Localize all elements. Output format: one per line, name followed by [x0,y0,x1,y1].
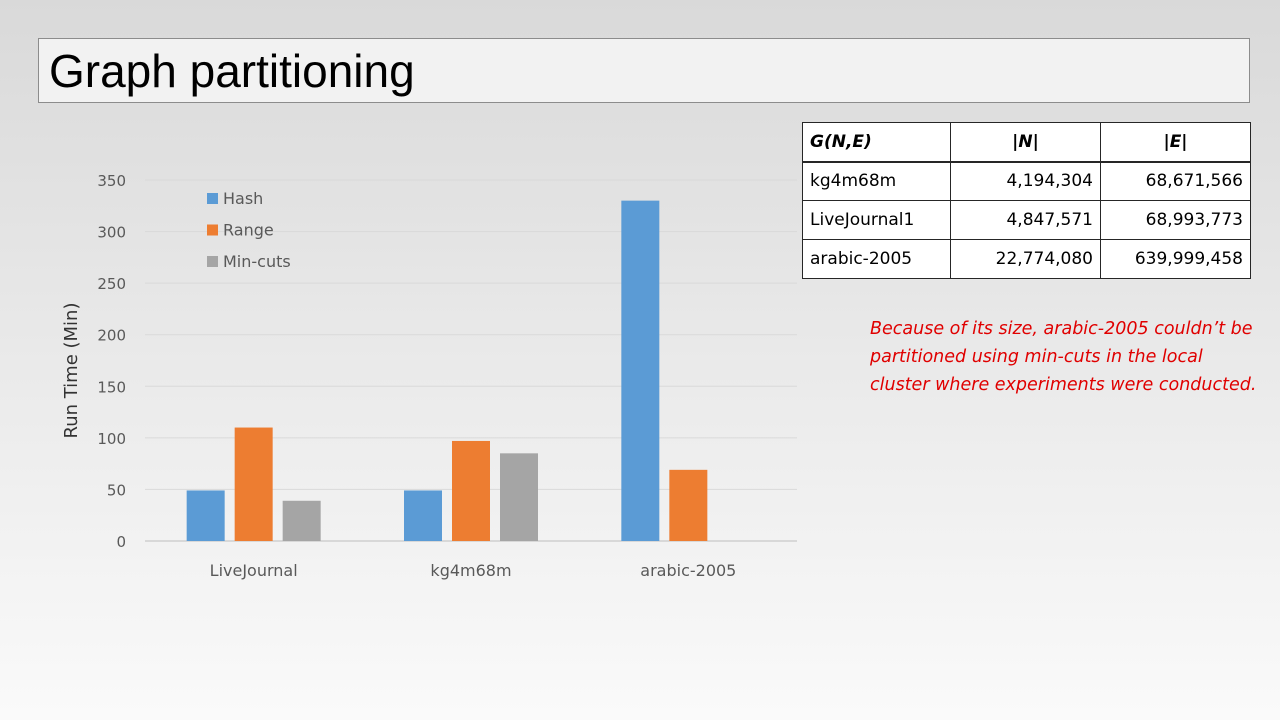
legend-label: Range [223,221,274,240]
y-tick-label: 100 [97,430,126,448]
table-header-graph: G(N,E) [802,122,951,162]
table-cell-nodes: 22,774,080 [950,239,1101,279]
table-cell-nodes: 4,194,304 [950,161,1101,201]
bar-range [669,469,708,541]
y-tick-label: 150 [97,378,126,396]
y-tick-label: 0 [116,533,126,551]
table-cell-nodes: 4,847,571 [950,200,1101,240]
table-header-nodes: |N| [950,122,1101,162]
x-tick-label: LiveJournal [210,561,298,580]
bar-chart: 0 50 100 150 200 250 300 350 Run Time (Min) LiveJ… [61,172,797,580]
bar-range [452,440,490,541]
x-tick-label: arabic-2005 [640,561,736,580]
table-cell-name: arabic-2005 [802,239,951,279]
table-cell-name: LiveJournal1 [802,200,951,240]
bar-hash [404,490,442,541]
title-box: Graph partitioning [38,38,1250,103]
table-cell-edges: 639,999,458 [1100,239,1251,279]
legend-swatch [207,224,218,236]
legend-swatch [207,193,218,204]
y-tick-label: 250 [97,275,126,293]
table-row: kg4m68m 4,194,304 68,671,566 [802,161,1251,201]
size-note: Because of its size, arabic-2005 couldn’… [870,319,1257,395]
bar-hash [186,490,225,541]
y-tick-label: 50 [107,481,126,499]
y-tick-label: 300 [97,224,126,242]
legend-label: Min-cuts [223,252,291,271]
slide-title: Graph partitioning [49,45,415,97]
bar-hash [621,200,660,541]
y-tick-label: 350 [97,172,126,190]
table-row: arabic-2005 22,774,080 639,999,458 [802,239,1251,279]
bar-min-cuts [500,453,538,541]
legend-label: Hash [223,189,263,208]
legend-swatch [207,256,218,267]
table-cell-name: kg4m68m [802,161,951,201]
table-header-row: G(N,E) |N| |E| [802,122,1251,162]
table-row: LiveJournal1 4,847,571 68,993,773 [802,200,1251,240]
table-cell-edges: 68,993,773 [1100,200,1251,240]
table-header-edges: |E| [1100,122,1251,162]
y-axis-label: Run Time (Min) [61,303,82,439]
bar-min-cuts [282,500,321,541]
bar-range [234,427,273,541]
x-tick-label: kg4m68m [430,561,511,580]
graph-stats-table: G(N,E) |N| |E| kg4m68m 4,194,304 68,671,… [802,122,1251,279]
table-cell-edges: 68,671,566 [1100,161,1251,201]
y-tick-label: 200 [97,327,126,345]
